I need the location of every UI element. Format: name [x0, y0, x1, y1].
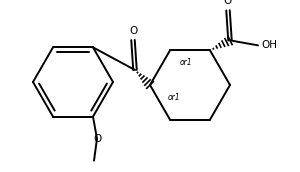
Text: or1: or1: [168, 93, 181, 101]
Text: O: O: [224, 0, 232, 6]
Text: O: O: [93, 134, 101, 144]
Text: or1: or1: [179, 58, 192, 67]
Text: OH: OH: [261, 40, 277, 50]
Text: O: O: [129, 26, 137, 36]
